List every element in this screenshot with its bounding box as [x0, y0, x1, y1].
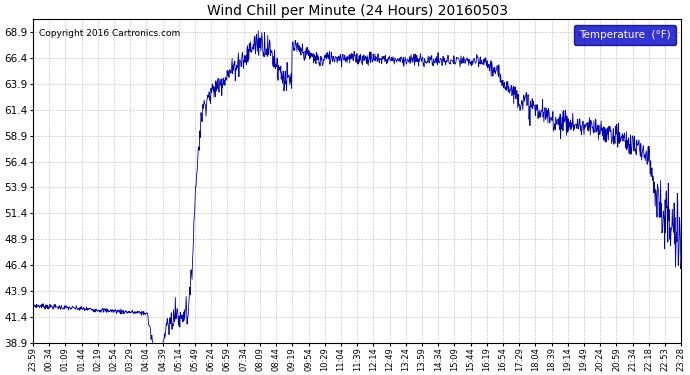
Legend: Temperature  (°F): Temperature (°F): [574, 24, 676, 45]
Text: Copyright 2016 Cartronics.com: Copyright 2016 Cartronics.com: [39, 29, 181, 38]
Title: Wind Chill per Minute (24 Hours) 20160503: Wind Chill per Minute (24 Hours) 2016050…: [206, 4, 508, 18]
